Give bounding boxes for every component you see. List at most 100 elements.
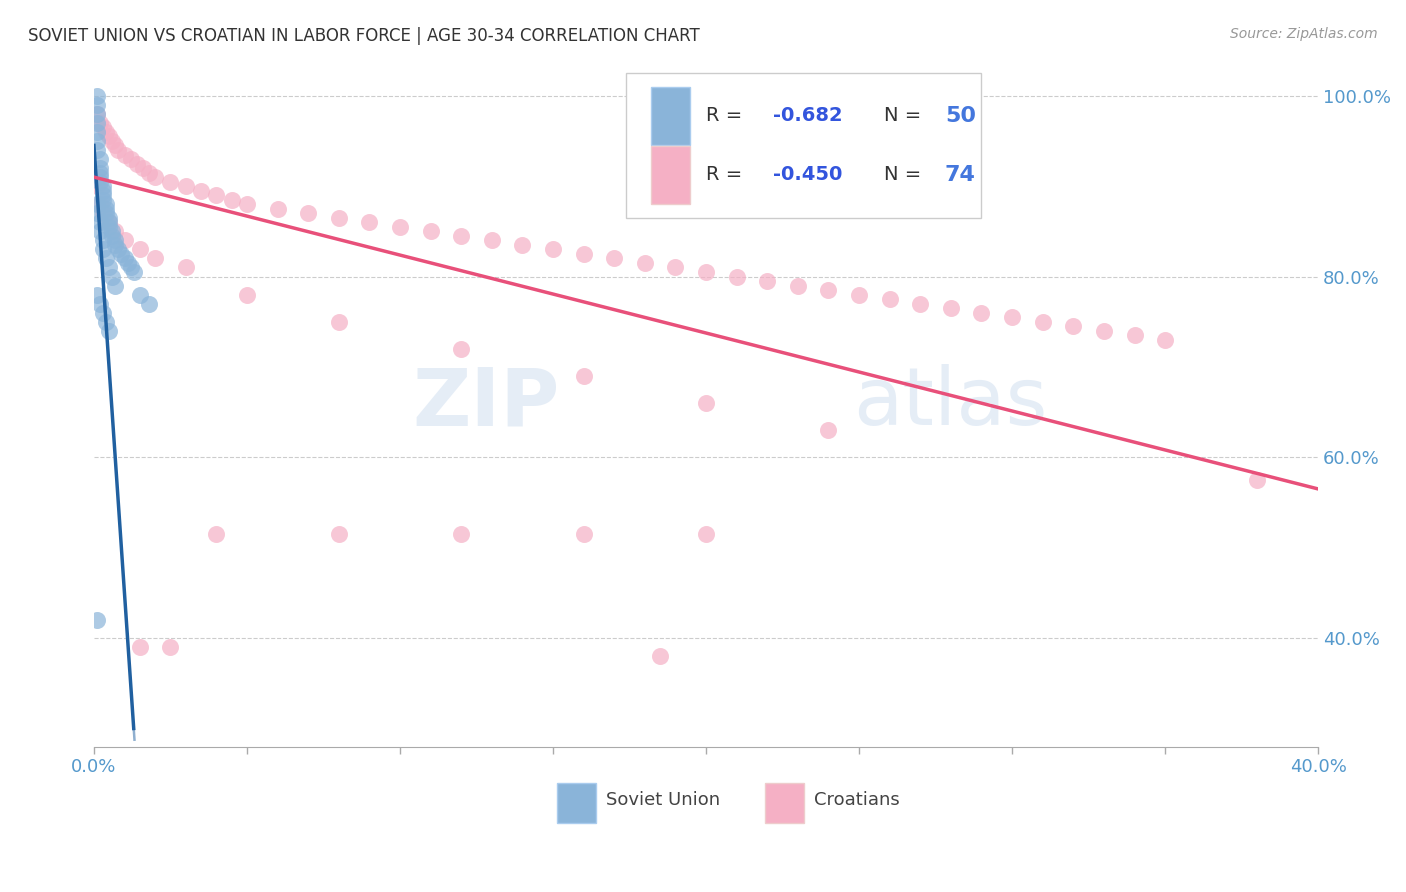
Text: 74: 74: [945, 165, 976, 185]
Point: [89, 215, 111, 229]
Point: [572, 247, 595, 261]
Point: [138, 296, 160, 310]
Point: [1246, 473, 1268, 487]
Point: [450, 527, 472, 541]
Point: [98, 211, 121, 225]
Text: N =: N =: [883, 106, 927, 126]
Text: 50: 50: [945, 106, 976, 126]
Point: [695, 527, 717, 541]
Text: R =: R =: [706, 165, 748, 184]
Point: [86, 97, 108, 112]
Point: [101, 134, 124, 148]
Point: [132, 161, 155, 175]
Point: [695, 396, 717, 410]
Point: [174, 260, 197, 275]
Point: [388, 219, 411, 234]
Point: [89, 175, 111, 189]
Point: [695, 265, 717, 279]
Text: atlas: atlas: [853, 364, 1047, 442]
Point: [89, 224, 111, 238]
Text: SOVIET UNION VS CROATIAN IN LABOR FORCE | AGE 30-34 CORRELATION CHART: SOVIET UNION VS CROATIAN IN LABOR FORCE …: [28, 27, 700, 45]
Point: [1154, 333, 1177, 347]
Point: [450, 228, 472, 243]
Point: [817, 423, 839, 437]
Point: [1092, 324, 1115, 338]
Point: [848, 287, 870, 301]
Point: [104, 238, 127, 252]
Point: [91, 206, 114, 220]
FancyBboxPatch shape: [651, 145, 690, 203]
Point: [86, 143, 108, 157]
Point: [89, 116, 111, 130]
Point: [1032, 315, 1054, 329]
Point: [817, 283, 839, 297]
Point: [572, 368, 595, 383]
Point: [107, 243, 129, 257]
Point: [120, 152, 142, 166]
Point: [91, 306, 114, 320]
Point: [96, 206, 118, 220]
Point: [1062, 319, 1084, 334]
Point: [786, 278, 808, 293]
Point: [879, 292, 901, 306]
Point: [221, 193, 243, 207]
Point: [86, 197, 108, 211]
Point: [104, 233, 127, 247]
Point: [120, 260, 142, 275]
Point: [328, 211, 350, 225]
Point: [86, 613, 108, 627]
Point: [114, 147, 136, 161]
Text: -0.450: -0.450: [773, 165, 842, 184]
Point: [104, 224, 127, 238]
Point: [91, 233, 114, 247]
Point: [143, 170, 166, 185]
Point: [266, 202, 288, 216]
Point: [512, 238, 534, 252]
Point: [236, 197, 259, 211]
Point: [143, 252, 166, 266]
Point: [86, 206, 108, 220]
Text: ZIP: ZIP: [412, 364, 560, 442]
Point: [236, 287, 259, 301]
Text: Source: ZipAtlas.com: Source: ZipAtlas.com: [1230, 27, 1378, 41]
Point: [114, 233, 136, 247]
Point: [89, 197, 111, 211]
Point: [96, 315, 118, 329]
Point: [725, 269, 748, 284]
Point: [297, 206, 319, 220]
Point: [89, 170, 111, 185]
Point: [91, 243, 114, 257]
Point: [98, 215, 121, 229]
Point: [541, 243, 564, 257]
Point: [970, 306, 993, 320]
Point: [86, 116, 108, 130]
Point: [98, 219, 121, 234]
Point: [104, 278, 127, 293]
Point: [910, 296, 932, 310]
Point: [101, 224, 124, 238]
FancyBboxPatch shape: [651, 87, 690, 145]
Point: [205, 188, 228, 202]
Text: Croatians: Croatians: [814, 791, 900, 809]
Point: [89, 152, 111, 166]
Point: [110, 247, 132, 261]
Point: [91, 188, 114, 202]
Text: Soviet Union: Soviet Union: [606, 791, 720, 809]
Point: [96, 125, 118, 139]
Point: [101, 269, 124, 284]
Point: [98, 129, 121, 144]
Point: [450, 342, 472, 356]
Point: [86, 134, 108, 148]
Point: [91, 193, 114, 207]
Point: [125, 156, 148, 170]
Point: [114, 252, 136, 266]
Point: [634, 256, 657, 270]
Text: -0.682: -0.682: [773, 106, 844, 126]
FancyBboxPatch shape: [557, 783, 596, 823]
Point: [190, 184, 212, 198]
Point: [117, 256, 139, 270]
Point: [756, 274, 779, 288]
Point: [96, 202, 118, 216]
Point: [128, 243, 150, 257]
Point: [89, 161, 111, 175]
